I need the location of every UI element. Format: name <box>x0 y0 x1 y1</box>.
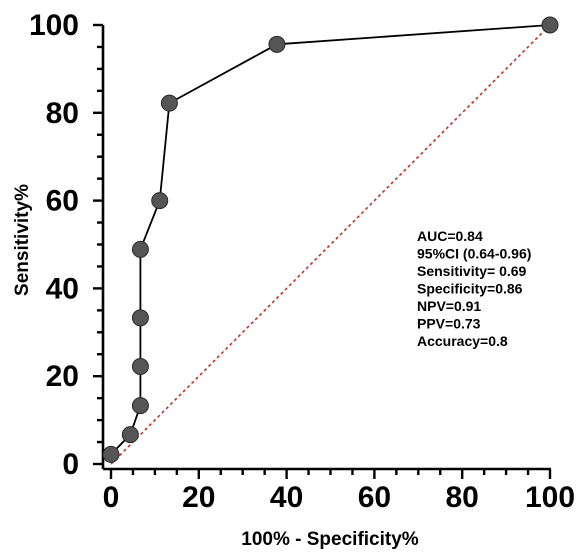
y-axis-label: Sensitivity% <box>12 184 33 296</box>
roc-curve-line <box>110 24 551 455</box>
stats-annotation-line: Accuracy=0.8 <box>417 333 508 349</box>
stats-annotation-line: NPV=0.91 <box>417 298 481 314</box>
reference-diagonal-line <box>110 24 551 465</box>
roc-data-point <box>131 358 149 376</box>
stats-annotation-line: AUC=0.84 <box>417 228 483 244</box>
y-tick-label: 80 <box>46 97 79 130</box>
x-tick-label: 100 <box>525 481 575 514</box>
x-tick-label: 40 <box>270 481 303 514</box>
x-tick-label: 0 <box>103 481 120 514</box>
roc-data-point <box>160 94 178 112</box>
roc-data-point <box>541 16 559 34</box>
stats-annotation-line: Sensitivity= 0.69 <box>417 263 527 279</box>
roc-data-point <box>131 309 149 327</box>
x-tick-label: 60 <box>358 481 391 514</box>
roc-data-point <box>102 445 120 463</box>
axes-group: 0 20 40 60 80 100 0 20 40 60 80 100 <box>29 9 575 514</box>
points-group <box>102 16 559 463</box>
roc-data-point <box>131 397 149 415</box>
y-tick-label: 40 <box>46 272 79 305</box>
roc-data-point <box>121 426 139 444</box>
roc-data-point <box>131 240 149 258</box>
stats-annotation: AUC=0.84 95%CI (0.64-0.96)Sensitivity= 0.… <box>417 228 531 349</box>
x-tick-label: 20 <box>182 481 215 514</box>
stats-annotation-line: PPV=0.73 <box>417 316 481 332</box>
labels-group: 100% - Specificity% Sensitivity% <box>12 184 419 550</box>
y-tick-label: 100 <box>29 9 79 42</box>
y-tick-label: 60 <box>46 185 79 218</box>
stats-annotation-line: 95%CI (0.64-0.96) <box>417 246 531 262</box>
x-axis-label: 100% - Specificity% <box>241 529 419 550</box>
roc-data-point <box>151 192 169 210</box>
series-group <box>110 24 551 455</box>
stats-annotation-line: Specificity=0.86 <box>417 281 523 297</box>
roc-data-point <box>268 35 286 53</box>
y-tick-label: 0 <box>62 448 79 481</box>
reference-line-group <box>110 24 551 465</box>
y-tick-label: 20 <box>46 360 79 393</box>
x-tick-label: 80 <box>446 481 479 514</box>
